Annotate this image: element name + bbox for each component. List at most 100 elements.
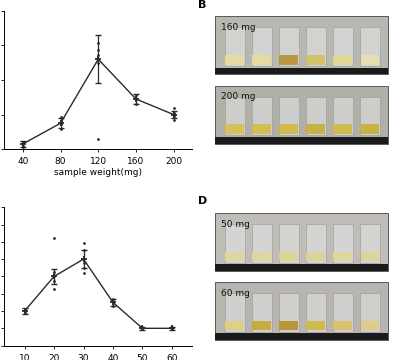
Bar (252, 252, 271, 261)
Text: 50 mg: 50 mg (221, 220, 250, 229)
Text: 60 mg: 60 mg (221, 289, 250, 298)
Bar (252, 293, 272, 332)
Point (20, 143, 26, 149)
Bar (224, 96, 245, 135)
Bar (226, 321, 244, 330)
Bar (332, 96, 353, 135)
Point (110, 300, 116, 305)
Point (57, 121, 64, 127)
Point (169, 326, 175, 332)
Point (80, 248, 87, 253)
Bar (280, 55, 298, 65)
Bar (280, 124, 298, 134)
Bar (252, 321, 271, 330)
Bar (360, 293, 380, 332)
Point (170, 113, 177, 119)
Bar (334, 321, 352, 330)
Point (57, 118, 64, 124)
Point (22, 310, 28, 316)
Point (95, 52, 102, 58)
Bar (252, 55, 271, 65)
Bar (306, 124, 325, 134)
Point (20, 139, 26, 144)
Bar (226, 252, 244, 261)
Bar (252, 224, 272, 262)
Bar (306, 252, 325, 261)
Bar (332, 27, 353, 66)
Bar (226, 124, 244, 134)
Bar (360, 124, 379, 134)
Point (133, 91, 139, 97)
Bar (332, 293, 353, 332)
Bar (224, 224, 245, 262)
Point (80, 270, 87, 276)
Bar (224, 293, 245, 332)
Point (110, 303, 116, 309)
Bar (278, 96, 299, 135)
Point (20, 144, 26, 150)
Bar (360, 55, 379, 65)
Point (95, 136, 102, 142)
Point (80, 265, 87, 271)
Bar (334, 252, 352, 261)
Bar (278, 293, 299, 332)
Point (133, 101, 139, 107)
Bar (360, 252, 379, 261)
Point (110, 296, 116, 302)
Bar (280, 321, 298, 330)
Point (51, 274, 57, 279)
Point (51, 285, 57, 291)
Point (133, 96, 139, 102)
Bar (215, 264, 388, 271)
Point (139, 325, 146, 330)
Bar (215, 68, 388, 75)
Bar (360, 321, 379, 330)
Text: B: B (198, 0, 206, 10)
Bar (215, 16, 388, 75)
Bar (215, 282, 388, 340)
Point (95, 47, 102, 53)
Point (139, 326, 146, 332)
Bar (215, 213, 388, 271)
Point (80, 261, 87, 266)
Point (80, 240, 87, 246)
Point (57, 114, 64, 120)
Point (22, 306, 28, 312)
Point (95, 40, 102, 45)
Bar (278, 224, 299, 262)
Bar (360, 27, 380, 66)
Bar (252, 96, 272, 135)
Point (170, 110, 177, 116)
Bar (334, 55, 352, 65)
Bar (215, 333, 388, 340)
Point (57, 126, 64, 132)
Bar (306, 224, 326, 262)
Bar (360, 224, 380, 262)
Point (51, 269, 57, 275)
Bar (360, 96, 380, 135)
Text: 200 mg: 200 mg (221, 93, 255, 102)
Point (95, 60, 102, 66)
Bar (226, 55, 244, 65)
Point (170, 118, 177, 123)
Bar (306, 27, 326, 66)
Bar (332, 224, 353, 262)
Bar (252, 124, 271, 134)
X-axis label: sample weight(mg): sample weight(mg) (54, 168, 142, 177)
Text: D: D (198, 196, 207, 206)
Bar (224, 27, 245, 66)
Point (169, 325, 175, 330)
Text: 160 mg: 160 mg (221, 23, 255, 32)
Bar (215, 137, 388, 144)
Bar (280, 252, 298, 261)
Bar (215, 86, 388, 144)
Point (22, 308, 28, 314)
Point (51, 278, 57, 284)
Point (51, 235, 57, 241)
Bar (334, 124, 352, 134)
Bar (306, 96, 326, 135)
Bar (278, 27, 299, 66)
Bar (306, 293, 326, 332)
Bar (306, 55, 325, 65)
Point (170, 105, 177, 111)
